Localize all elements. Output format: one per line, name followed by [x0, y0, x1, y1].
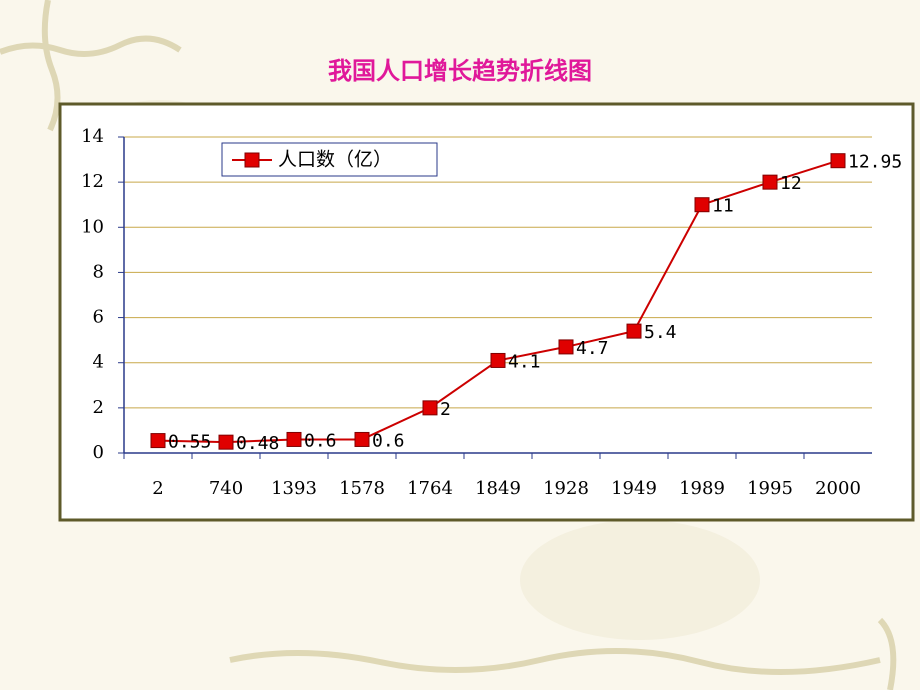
x-tick-label: 1849: [475, 478, 521, 499]
y-tick-label: 14: [81, 126, 104, 147]
data-label: 4.1: [508, 351, 541, 372]
data-marker: [150, 433, 166, 449]
data-marker: [286, 431, 302, 447]
x-tick-label: 2000: [815, 478, 861, 499]
x-tick-label: 1989: [679, 478, 725, 499]
data-label: 0.55: [168, 432, 211, 453]
data-marker: [490, 352, 506, 368]
y-tick-label: 8: [93, 261, 104, 282]
y-tick-label: 6: [93, 307, 104, 328]
legend-marker: [244, 152, 260, 168]
legend: 人口数（亿）: [221, 142, 438, 177]
legend-label: 人口数（亿）: [278, 149, 392, 171]
x-tick-label: 1393: [271, 478, 317, 499]
data-label: 0.6: [372, 430, 405, 451]
data-marker: [694, 197, 710, 213]
data-label: 0.6: [304, 430, 337, 451]
data-marker: [354, 431, 370, 447]
data-label: 2: [440, 399, 451, 420]
y-tick-label: 2: [93, 397, 104, 418]
y-tick-label: 12: [81, 171, 104, 192]
data-label: 0.48: [236, 433, 279, 454]
chart-frame: [58, 102, 915, 522]
y-tick-label: 0: [93, 442, 104, 463]
data-label: 12.95: [848, 152, 902, 173]
x-tick-label: 2: [152, 478, 163, 499]
data-label: 12: [780, 173, 802, 194]
data-marker: [558, 339, 574, 355]
data-marker: [762, 174, 778, 190]
data-label: 5.4: [644, 322, 677, 343]
y-tick-label: 4: [93, 352, 104, 373]
x-tick-label: 740: [209, 478, 243, 499]
data-marker: [830, 153, 846, 169]
x-tick-label: 1578: [339, 478, 385, 499]
x-tick-label: 1764: [407, 478, 453, 499]
y-tick-label: 10: [81, 216, 104, 237]
data-marker: [626, 323, 642, 339]
chart-title: 我国人口增长趋势折线图: [328, 57, 592, 85]
data-label: 4.7: [576, 338, 609, 359]
data-label: 11: [712, 196, 734, 217]
data-marker: [422, 400, 438, 416]
x-tick-label: 1995: [747, 478, 793, 499]
x-tick-label: 1928: [543, 478, 589, 499]
x-tick-label: 1949: [611, 478, 657, 499]
data-marker: [218, 434, 234, 450]
